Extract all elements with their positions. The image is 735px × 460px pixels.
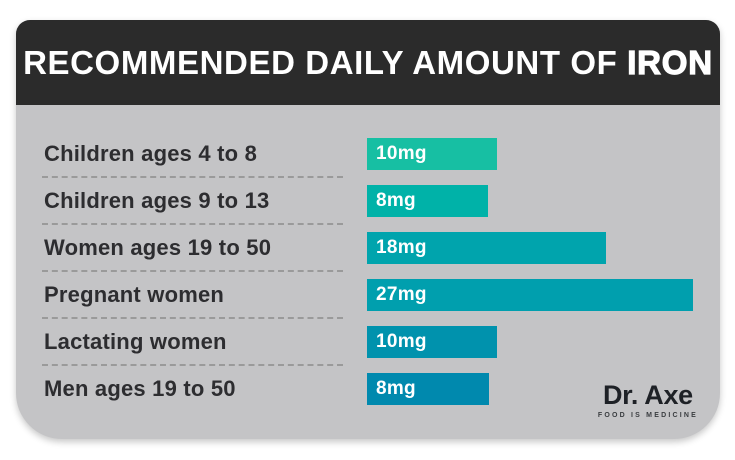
chart-header: RECOMMENDED DAILY AMOUNT OF IRON	[16, 20, 720, 105]
category-cell: Men ages 19 to 50	[16, 376, 367, 402]
bar-value-label: 10mg	[376, 142, 427, 164]
table-row: Pregnant women 27mg	[16, 271, 720, 319]
category-label: Women ages 19 to 50	[44, 234, 272, 260]
category-cell: Pregnant women	[16, 282, 367, 308]
table-row: Men ages 19 to 50 8mg	[16, 365, 720, 412]
row-divider	[42, 176, 343, 178]
bar-value-label: 10mg	[376, 330, 427, 352]
category-cell: Children ages 4 to 8	[16, 141, 367, 167]
category-label: Children ages 9 to 13	[44, 187, 270, 213]
category-label: Lactating women	[44, 328, 227, 354]
category-label: Children ages 4 to 8	[44, 140, 258, 166]
chart-title-highlight: IRON	[627, 43, 713, 81]
category-label: Pregnant women	[44, 281, 225, 307]
dr-axe-logo: Dr. Axe FOOD IS MEDICINE	[597, 380, 698, 420]
bar-chart: Children ages 4 to 8 10mg Children ages …	[16, 105, 720, 412]
bar-value-label: 18mg	[376, 236, 427, 258]
table-row: Children ages 9 to 13 8mg	[16, 177, 720, 225]
bar: 10mg	[367, 137, 497, 170]
category-cell: Women ages 19 to 50	[16, 235, 367, 261]
category-label: Men ages 19 to 50	[44, 375, 236, 401]
bar: 27mg	[367, 278, 693, 311]
bar-value-label: 27mg	[376, 283, 427, 305]
chart-title: RECOMMENDED DAILY AMOUNT OF IRON	[23, 43, 713, 82]
iron-chart-card: RECOMMENDED DAILY AMOUNT OF IRON Childre…	[16, 20, 720, 439]
bar-value-label: 8mg	[376, 377, 416, 399]
row-divider	[42, 223, 343, 225]
table-row: Lactating women 10mg	[16, 318, 720, 366]
logo-name: Dr. Axe	[602, 380, 693, 410]
bar: 8mg	[367, 184, 488, 217]
category-cell: Children ages 9 to 13	[16, 188, 367, 214]
row-divider	[42, 364, 343, 366]
row-divider	[42, 270, 343, 272]
table-row: Children ages 4 to 8 10mg	[16, 130, 720, 178]
row-divider	[42, 317, 343, 319]
bar: 10mg	[367, 325, 497, 358]
bar: 18mg	[367, 231, 606, 264]
chart-title-prefix: RECOMMENDED DAILY AMOUNT OF	[23, 43, 618, 81]
bar-value-label: 8mg	[376, 189, 416, 211]
table-row: Women ages 19 to 50 18mg	[16, 224, 720, 272]
category-cell: Lactating women	[16, 329, 367, 355]
bar: 8mg	[367, 372, 489, 405]
logo-tagline: FOOD IS MEDICINE	[597, 412, 698, 419]
